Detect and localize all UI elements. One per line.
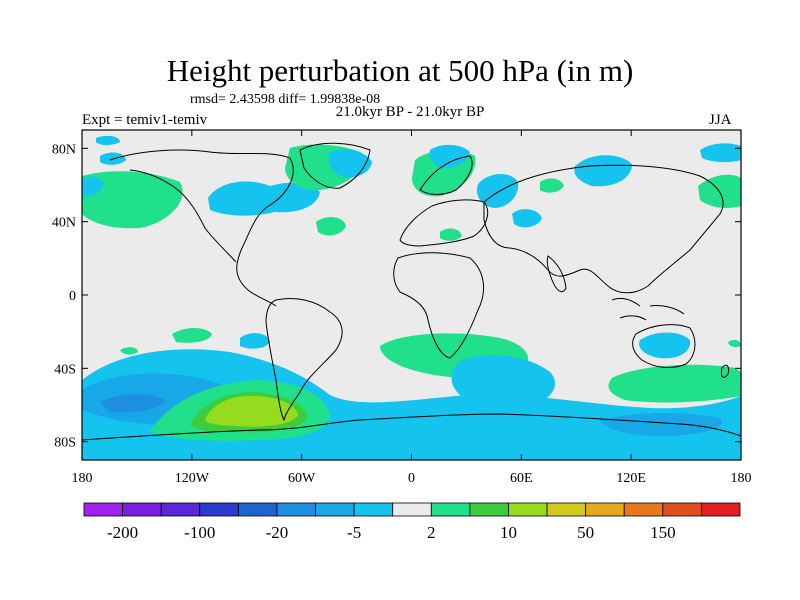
colorbar-label: 10 <box>500 523 517 542</box>
lon-tick-label: 120W <box>175 471 210 486</box>
coastline-antarctica <box>82 413 741 441</box>
colorbar-label: -100 <box>184 523 215 542</box>
contour-south-pacific-east-green <box>608 364 741 403</box>
contour-north-atlantic-green <box>316 217 346 236</box>
contour-siberia-green <box>540 178 564 193</box>
contour-arctic-blue2 <box>700 143 741 163</box>
lon-tick-label: 0 <box>408 471 415 486</box>
colorbar-box <box>315 502 355 517</box>
contour-antarctic-blue <box>600 413 722 436</box>
colorbar-label: -20 <box>266 523 289 542</box>
period-text: 21.0kyr BP - 21.0kyr BP <box>335 104 485 120</box>
chart-title: Height perturbation at 500 hPa (in m) <box>166 53 634 88</box>
lat-tick-label: 80S <box>54 436 76 451</box>
colorbar-box <box>546 502 587 517</box>
coastline-india <box>546 255 567 293</box>
season-label: JJA <box>709 112 732 128</box>
colorbar-labels: -200 -100 -20 -5 2 10 50 150 <box>107 523 676 542</box>
colorbar-box <box>122 502 162 517</box>
contour-north-pacific-blue <box>82 176 104 197</box>
coastline-south-america <box>265 298 343 422</box>
colorbar-box <box>701 502 741 517</box>
colorbar-box <box>508 502 548 517</box>
lon-tick-label: 60W <box>288 471 316 486</box>
contour-sw-pacific-green <box>172 328 212 343</box>
colorbar-box <box>237 502 278 517</box>
contour-australia-blue <box>639 332 691 359</box>
colorbar-box <box>585 502 625 517</box>
coastline-se-asia-islands <box>611 297 685 321</box>
colorbar-boxes <box>83 502 741 517</box>
coastline-north-america <box>109 149 294 307</box>
contour-north-america-blue <box>208 181 320 216</box>
lat-tick-label: 80N <box>52 142 76 157</box>
colorbar-label: 150 <box>650 523 676 542</box>
colorbar-box <box>469 502 509 517</box>
coastline-scandinavia <box>419 155 473 195</box>
contour-se-pacific-blue <box>240 333 270 349</box>
lon-tick-label: 120E <box>616 471 646 486</box>
colorbar-box <box>276 502 316 517</box>
contour-europe-green <box>440 228 462 241</box>
coastline-greenland <box>299 142 371 189</box>
colorbar-label: -200 <box>107 523 138 542</box>
colorbar-box <box>353 502 394 517</box>
colorbar-box <box>160 502 201 517</box>
coastline-australia <box>632 324 696 368</box>
stats-text: rmsd= 2.43598 diff= 1.99838e-08 <box>190 92 381 107</box>
lat-tick-label: 40N <box>52 216 76 231</box>
colorbar-box <box>662 502 702 517</box>
lon-tick-label: 180 <box>731 471 752 486</box>
contour-central-asia-blue <box>512 209 542 228</box>
colorbar-label: 2 <box>427 523 436 542</box>
coastline-europe <box>399 199 489 247</box>
coastlines <box>82 142 741 441</box>
lon-tick-label: 180 <box>72 471 93 486</box>
lat-tick-label: 0 <box>69 289 76 304</box>
contour-east-siberia-blue <box>574 155 632 187</box>
colorbar-label: 50 <box>577 523 594 542</box>
contour-small-green-2 <box>728 339 741 347</box>
coastline-africa <box>393 252 485 359</box>
contour-arctic-blue <box>96 135 120 145</box>
colorbar-box <box>623 502 664 517</box>
latitude-ticks: 80N 40N 0 40S 80S <box>52 142 741 451</box>
colorbar-box <box>83 502 123 517</box>
experiment-label: Expt = temiv1-temiv <box>82 112 208 128</box>
contour-southern-dark-blue <box>100 394 165 413</box>
colorbar-box <box>199 502 239 517</box>
contour-fields <box>82 130 741 460</box>
colorbar-box <box>392 502 432 517</box>
colorbar-label: -5 <box>347 523 361 542</box>
longitude-ticks: 180 120W 60W 0 60E 120E 180 <box>72 130 752 486</box>
lat-tick-label: 40S <box>54 362 76 377</box>
coastline-new-zealand <box>721 364 729 378</box>
contour-scandinavia-blue <box>429 144 470 169</box>
contour-south-pacific-yellow <box>205 395 298 427</box>
contour-south-indian-blue <box>451 355 556 410</box>
coastline-asia <box>483 164 724 294</box>
contour-north-pacific-green <box>82 171 183 229</box>
colorbar-box <box>430 502 471 517</box>
contour-small-green-1 <box>120 347 138 355</box>
lon-tick-label: 60E <box>510 471 533 486</box>
